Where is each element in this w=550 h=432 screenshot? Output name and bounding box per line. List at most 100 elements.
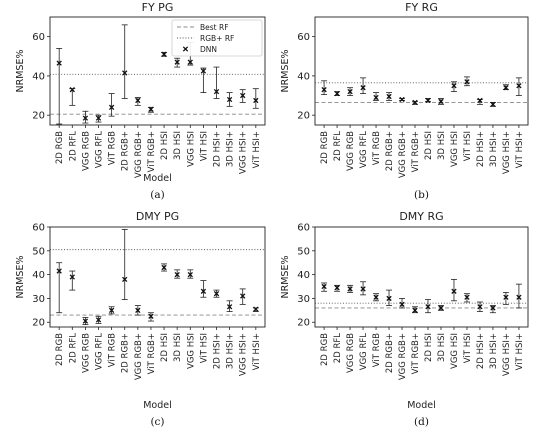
x-tick-label: 3D HSI+: [226, 131, 236, 167]
dnn-point: [438, 98, 444, 105]
x-tick-label: 2D HSI+: [476, 333, 486, 369]
x-tick-label: VGG HSI+: [239, 131, 249, 174]
x-tick-label: ViT HSI+: [515, 131, 525, 168]
dnn-point: [108, 104, 115, 110]
error-bar: [515, 283, 522, 309]
y-tick-label: 40: [297, 71, 310, 82]
x-tick-label: 2D RGB: [55, 131, 65, 164]
dnn-point: [360, 286, 366, 292]
x-tick-label: ViT HSI+: [252, 131, 262, 168]
x-tick-label: 2D RFL: [68, 131, 78, 161]
dnn-point: [386, 295, 392, 302]
chart-title: DMY RG: [399, 210, 443, 223]
y-tick-label: 50: [32, 246, 45, 257]
error-bar: [121, 24, 128, 99]
dnn-point: [321, 283, 327, 290]
y-axis-label: NRMSE%: [280, 50, 291, 93]
dnn-point: [464, 294, 470, 300]
dnn-point: [516, 83, 522, 89]
x-tick-label: ViT HSI+: [252, 333, 262, 370]
x-tick-label: ViT HSI: [463, 333, 473, 363]
dnn-point: [503, 294, 509, 300]
error-bar: [399, 298, 406, 309]
x-tick-label: 2D RGB: [320, 333, 330, 366]
plot-frame: [49, 226, 266, 328]
dnn-point: [148, 106, 154, 112]
x-tick-label: 2D RGB+: [385, 333, 395, 373]
error-bar: [200, 67, 207, 93]
x-tick-label: VGG HSI: [186, 131, 196, 167]
dnn-point: [253, 306, 259, 312]
x-tick-label: 3D HSI: [173, 131, 183, 160]
dnn-point: [226, 304, 233, 310]
x-tick-label: ViT RGB: [372, 131, 382, 165]
y-axis-label: NRMSE%: [15, 50, 26, 93]
error-bar: [515, 77, 522, 96]
chart-title: FY PG: [142, 1, 174, 14]
dnn-point: [399, 301, 405, 308]
x-axis-label: Model: [407, 400, 436, 411]
dnn-point: [200, 68, 207, 74]
y-tick-label: 30: [32, 294, 45, 305]
x-tick-label: 3D HSI+: [489, 131, 499, 167]
y-tick-label: 20: [32, 318, 45, 329]
dnn-point: [95, 317, 102, 323]
x-tick-label: VGG HSI+: [239, 333, 249, 376]
y-tick-label: 60: [297, 223, 310, 234]
x-tick-label: VGG RFL: [95, 333, 105, 370]
x-tick-label: ViT HSI: [199, 333, 209, 363]
dnn-point: [174, 271, 180, 278]
dnn-point: [69, 86, 75, 93]
x-tick-label: VGG RGB+: [398, 333, 408, 380]
x-tick-label: 2D RGB: [320, 131, 330, 164]
y-tick-label: 40: [32, 270, 45, 281]
x-tick-label: 3D HSI: [437, 333, 447, 362]
error-bar: [108, 93, 115, 117]
legend-rgb-rf-label: RGB+ RF: [200, 34, 234, 43]
error-bar: [213, 66, 220, 99]
x-tick-label: VGG HSI+: [502, 333, 512, 376]
dnn-point: [347, 286, 353, 292]
error-bar: [56, 48, 63, 125]
x-tick-label: VGG RGB: [346, 333, 356, 373]
dnn-point: [69, 274, 75, 280]
dnn-point: [82, 115, 89, 121]
dnn-point: [213, 291, 220, 297]
legend: Best RF RGB+ RF DNN: [171, 19, 263, 57]
dnn-point: [490, 101, 496, 108]
dnn-point: [412, 99, 418, 106]
error-bar: [373, 92, 380, 101]
dnn-point: [425, 97, 431, 104]
error-bar: [200, 280, 207, 298]
x-tick-label: ViT RGB+: [147, 333, 157, 374]
error-bar: [121, 228, 128, 301]
dnn-point: [161, 51, 167, 57]
dnn-point: [56, 60, 62, 66]
x-tick-label: 2D RGB+: [121, 333, 131, 373]
dnn-point: [373, 294, 379, 300]
x-tick-label: VGG RFL: [95, 131, 105, 168]
x-tick-label: 2D RGB+: [121, 131, 131, 171]
dnn-point: [477, 97, 483, 104]
x-tick-label: ViT RGB: [108, 333, 118, 367]
x-tick-label: ViT HSI: [463, 131, 473, 161]
error-bar: [134, 97, 141, 106]
x-tick-label: 3D HSI+: [226, 333, 236, 369]
x-tick-label: 2D RGB: [55, 333, 65, 366]
dnn-point: [122, 276, 128, 283]
x-axis-label: Model: [143, 173, 172, 184]
x-tick-label: 3D HSI+: [489, 333, 499, 369]
x-tick-label: VGG RFL: [359, 131, 369, 168]
panel-caption: (c): [150, 416, 164, 428]
dnn-point: [174, 59, 180, 65]
dnn-point: [386, 93, 392, 100]
dnn-point: [187, 59, 193, 65]
dnn-point: [226, 96, 233, 103]
dnn-point: [56, 268, 62, 274]
x-tick-label: 2D HSI: [424, 131, 434, 160]
x-tick-label: ViT RGB: [108, 131, 118, 165]
